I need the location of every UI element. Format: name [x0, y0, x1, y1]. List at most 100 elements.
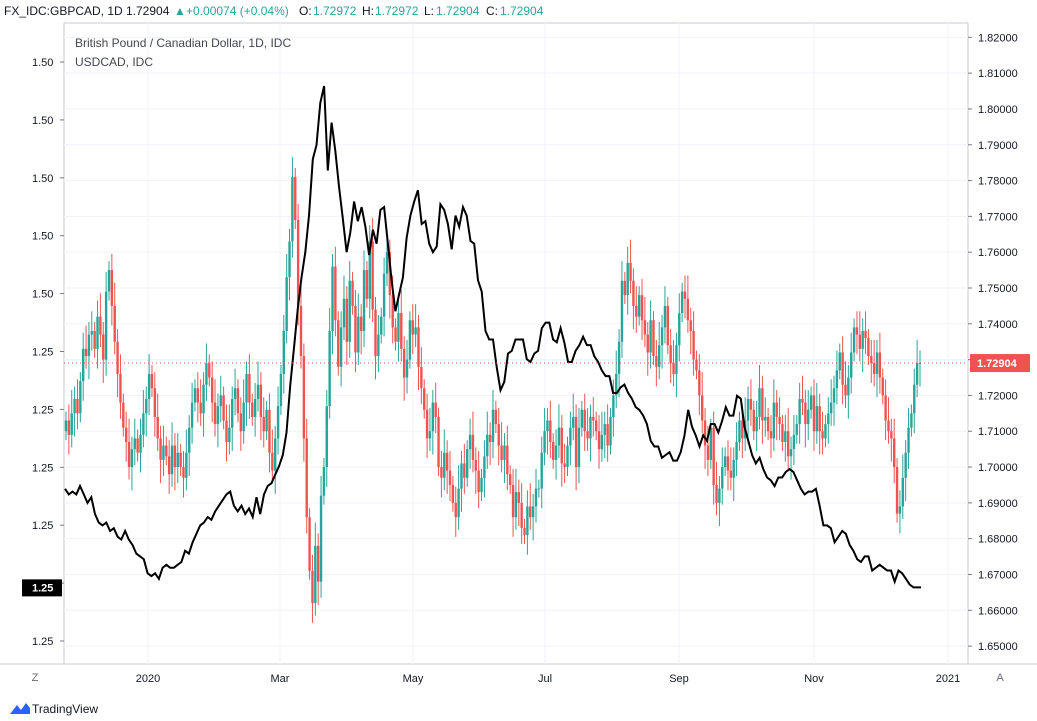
candle-body	[259, 384, 263, 417]
candle-body	[193, 388, 197, 403]
candle-body	[213, 402, 217, 425]
candle-body	[314, 545, 317, 604]
right-axis-label: 1.82000	[978, 32, 1018, 44]
candle-body	[609, 416, 612, 446]
candle-body	[589, 416, 592, 439]
candle-body	[893, 438, 896, 468]
candle-body	[503, 445, 506, 460]
candle-body	[394, 327, 397, 342]
candle-body	[821, 431, 824, 439]
change-arrow-icon: ▲	[174, 4, 186, 18]
candle-body	[875, 352, 879, 374]
candle-body	[746, 399, 750, 421]
candle-body	[913, 384, 916, 414]
candle-body	[466, 449, 469, 478]
candle-body	[577, 427, 581, 468]
candle-body	[844, 384, 847, 396]
candle-body	[188, 427, 191, 453]
candle-body	[881, 377, 884, 396]
candle-body	[838, 352, 841, 371]
candle-body	[855, 327, 859, 335]
candle-body	[133, 438, 136, 450]
candle-body	[176, 452, 179, 468]
candle-body	[546, 420, 549, 432]
candle-body	[858, 334, 862, 349]
candle-body	[271, 452, 274, 471]
tradingview-logo-icon[interactable]	[10, 702, 30, 714]
candle-body	[380, 316, 383, 335]
candle-body	[294, 176, 297, 220]
candle-body	[437, 416, 440, 468]
legend-compare-series[interactable]: USDCAD, IDC	[75, 55, 154, 69]
candle-body	[574, 416, 578, 468]
last-price-label: 1.72904	[977, 358, 1018, 370]
candle-body	[374, 309, 377, 357]
candle-body	[468, 434, 472, 450]
candle-body	[778, 416, 781, 425]
left-axis-label: 1.50	[32, 231, 53, 243]
candle-body	[391, 295, 394, 328]
price-chart[interactable]: 1.82000 1.81000 1.80000 1.79000 1.78000 1.770…	[0, 0, 1037, 696]
candle-body	[102, 334, 105, 360]
right-axis-label: 1.75000	[978, 283, 1018, 295]
candle-body	[566, 445, 569, 468]
candle-body	[425, 409, 429, 439]
time-axis-label: Nov	[804, 673, 824, 685]
candle-body	[445, 452, 449, 471]
candle-body	[529, 506, 532, 518]
candle-body	[388, 252, 392, 296]
left-axis-label: 1.50	[32, 115, 53, 127]
candle-body	[268, 409, 271, 453]
candle-body	[586, 431, 589, 439]
left-axis-label: 1.25	[32, 347, 53, 359]
candle-body	[153, 388, 157, 417]
symbol-name[interactable]: FX_IDC:GBPCAD, 1D	[4, 4, 123, 18]
candle-body	[723, 456, 727, 468]
candle-body	[549, 420, 552, 442]
candle-body	[606, 424, 609, 446]
candle-body	[486, 434, 489, 457]
candle-body	[560, 427, 563, 464]
candle-body	[322, 467, 326, 496]
candle-body	[658, 345, 661, 367]
right-axis-label: 1.68000	[978, 534, 1018, 546]
candle-body	[709, 427, 712, 460]
brand-name[interactable]: TradingView	[32, 702, 99, 716]
low-label: L:	[424, 4, 435, 18]
candle-body	[199, 402, 202, 414]
candle-body	[557, 427, 561, 446]
auto-scale-button[interactable]: A	[996, 672, 1004, 684]
candle-body	[488, 434, 492, 442]
candle-body	[786, 431, 790, 457]
candle-body	[225, 420, 228, 442]
candle-body	[809, 395, 813, 410]
candle-body	[325, 406, 328, 468]
zoom-button[interactable]: Z	[31, 672, 39, 684]
candle-body	[678, 313, 681, 346]
candle-body	[632, 280, 635, 306]
legend-main-series[interactable]: British Pound / Canadian Dollar, 1D, IDC	[75, 36, 292, 50]
candle-body	[761, 388, 764, 421]
candle-body	[316, 545, 320, 582]
candle-body	[580, 409, 584, 428]
right-axis-label: 1.81000	[978, 68, 1018, 80]
candle-body	[534, 488, 538, 507]
candle-body	[165, 445, 168, 457]
candle-body	[79, 381, 82, 414]
candle-body	[563, 463, 566, 468]
candle-body	[87, 334, 91, 357]
candle-body	[718, 488, 721, 503]
candle-body	[351, 280, 354, 306]
candle-body	[551, 441, 555, 460]
candle-body	[870, 356, 873, 364]
candle-body	[706, 445, 710, 460]
candle-body	[721, 467, 724, 489]
candle-body	[279, 373, 283, 407]
candle-body	[910, 413, 913, 428]
candle-body	[457, 488, 460, 518]
last-price: 1.72904	[126, 4, 170, 18]
candle-body	[127, 441, 131, 468]
candle-body	[242, 402, 245, 432]
candle-body	[663, 305, 667, 328]
candle-body	[526, 506, 529, 536]
